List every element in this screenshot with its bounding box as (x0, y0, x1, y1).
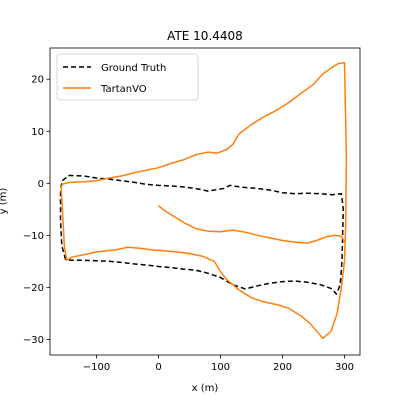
x-tick-label: −100 (83, 362, 110, 373)
y-tick-label: 0 (38, 179, 44, 190)
x-tick-label: 100 (211, 362, 230, 373)
y-tick-label: 20 (31, 75, 44, 86)
legend-ground-truth-label: Ground Truth (101, 63, 166, 74)
x-tick-label: 200 (273, 362, 292, 373)
plot-area (59, 61, 348, 340)
legend-box (56, 53, 199, 101)
series-layer (59, 61, 348, 340)
x-tick-label: 0 (155, 362, 161, 373)
legend: Ground Truth TartanVO (56, 53, 199, 101)
legend-tartanvo-label: TartanVO (100, 84, 147, 95)
y-tick-label: −30 (23, 335, 44, 346)
y-tick-label: 10 (31, 127, 44, 138)
y-axis: −30 −20 −10 0 10 20 (23, 75, 50, 346)
series-line-1 (60, 61, 348, 340)
chart-title: ATE 10.4408 (167, 29, 243, 43)
y-tick-label: −20 (23, 283, 44, 294)
x-axis-title: x (m) (192, 383, 219, 394)
y-tick-label: −10 (23, 231, 44, 242)
y-axis-title: y (m) (0, 188, 9, 215)
x-tick-label: 300 (335, 362, 354, 373)
series-line-2 (158, 205, 346, 244)
x-axis: −100 0 100 200 300 (83, 355, 354, 373)
plot-frame (49, 47, 361, 356)
series-line-0 (59, 174, 345, 295)
